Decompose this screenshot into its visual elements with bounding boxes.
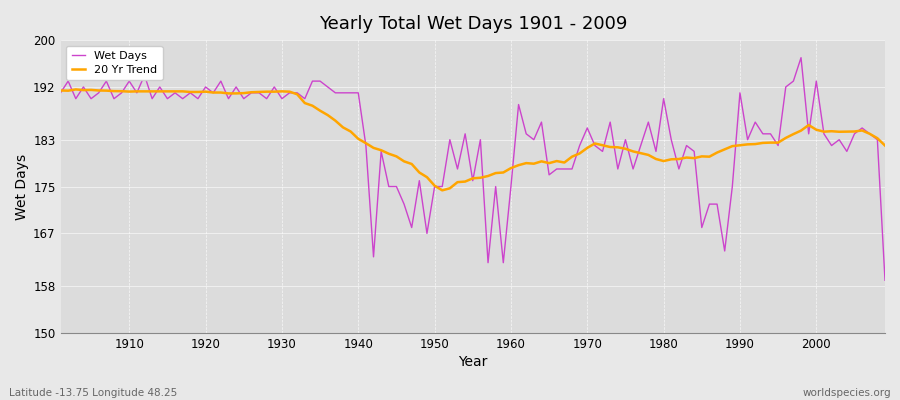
20 Yr Trend [513, 163, 524, 168]
20 Yr Trend [521, 161, 532, 166]
Title: Yearly Total Wet Days 1901 - 2009: Yearly Total Wet Days 1901 - 2009 [319, 15, 627, 33]
Wet Days [498, 260, 508, 265]
Wet Days [506, 184, 517, 189]
Line: 20 Yr Trend: 20 Yr Trend [60, 90, 885, 190]
20 Yr Trend [338, 125, 348, 130]
20 Yr Trend [292, 92, 302, 97]
Wet Days [879, 278, 890, 283]
Wet Days [55, 90, 66, 95]
Y-axis label: Wet Days: Wet Days [15, 154, 29, 220]
20 Yr Trend [612, 145, 623, 150]
Legend: Wet Days, 20 Yr Trend: Wet Days, 20 Yr Trend [66, 46, 163, 80]
Text: Latitude -13.75 Longitude 48.25: Latitude -13.75 Longitude 48.25 [9, 388, 177, 398]
Wet Days [597, 149, 608, 154]
X-axis label: Year: Year [458, 355, 488, 369]
Wet Days [284, 90, 295, 95]
Text: worldspecies.org: worldspecies.org [803, 388, 891, 398]
20 Yr Trend [436, 188, 447, 193]
Line: Wet Days: Wet Days [60, 58, 885, 280]
Wet Days [796, 55, 806, 60]
20 Yr Trend [55, 88, 66, 93]
Wet Days [116, 90, 127, 95]
Wet Days [330, 90, 341, 95]
20 Yr Trend [879, 143, 890, 148]
20 Yr Trend [70, 87, 81, 92]
20 Yr Trend [124, 89, 135, 94]
